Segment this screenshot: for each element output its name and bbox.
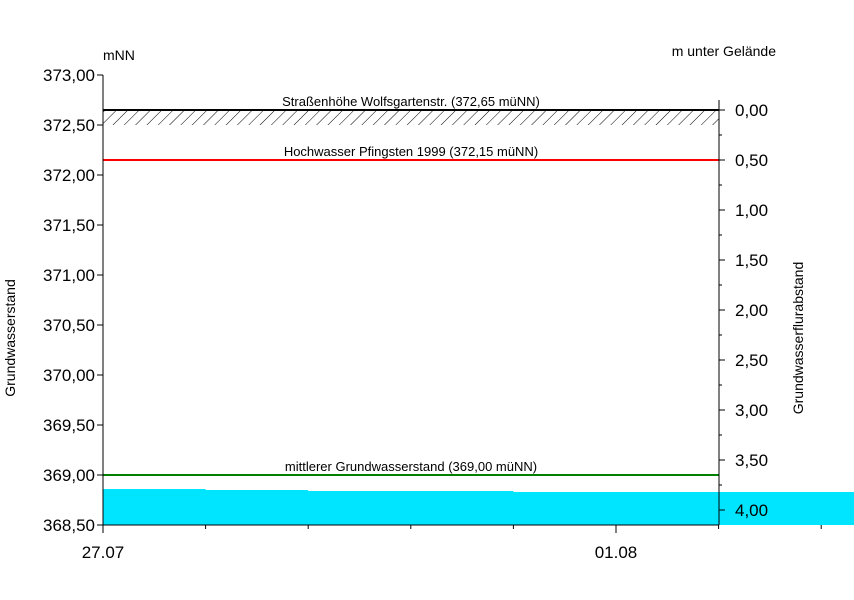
groundwater-area (103, 489, 854, 525)
y-right-tick-label: 1,50 (735, 251, 768, 270)
y-tick-label: 371,00 (43, 266, 95, 285)
reference-line-label: mittlerer Grundwasserstand (369,00 müNN) (285, 459, 537, 474)
y-axis-label: Grundwasserstand (2, 279, 18, 397)
y-right-tick-label: 0,50 (735, 151, 768, 170)
y-right-tick-label: 2,50 (735, 351, 768, 370)
right-unit-label: m unter Gelände (672, 43, 776, 59)
y-right-tick-label: 1,00 (735, 201, 768, 220)
y-tick-label: 372,50 (43, 116, 95, 135)
y-tick-label: 369,50 (43, 416, 95, 435)
y-tick-label: 372,00 (43, 166, 95, 185)
y-tick-label: 369,00 (43, 466, 95, 485)
y-tick-label: 371,50 (43, 216, 95, 235)
y-right-tick-label: 3,50 (735, 451, 768, 470)
ground-hatch (103, 110, 719, 125)
reference-line-label: Hochwasser Pfingsten 1999 (372,15 müNN) (284, 144, 538, 159)
x-tick-label: 27.07 (82, 543, 125, 562)
y-right-tick-label: 2,00 (735, 301, 768, 320)
y-tick-label: 370,50 (43, 316, 95, 335)
x-tick-label: 01.08 (595, 543, 638, 562)
y-right-axis-label: Grundwasserflurabstand (790, 262, 806, 415)
y-right-tick-label: 4,00 (735, 501, 768, 520)
y-tick-label: 370,00 (43, 366, 95, 385)
y-right-tick-label: 0,00 (735, 101, 768, 120)
left-unit-label: mNN (103, 47, 135, 63)
reference-line-label: Straßenhöhe Wolfsgartenstr. (372,65 müNN… (282, 94, 540, 109)
y-right-tick-label: 3,00 (735, 401, 768, 420)
y-tick-label: 368,50 (43, 516, 95, 535)
y-tick-label: 373,00 (43, 66, 95, 85)
plot-area: Straßenhöhe Wolfsgartenstr. (372,65 müNN… (43, 66, 854, 562)
